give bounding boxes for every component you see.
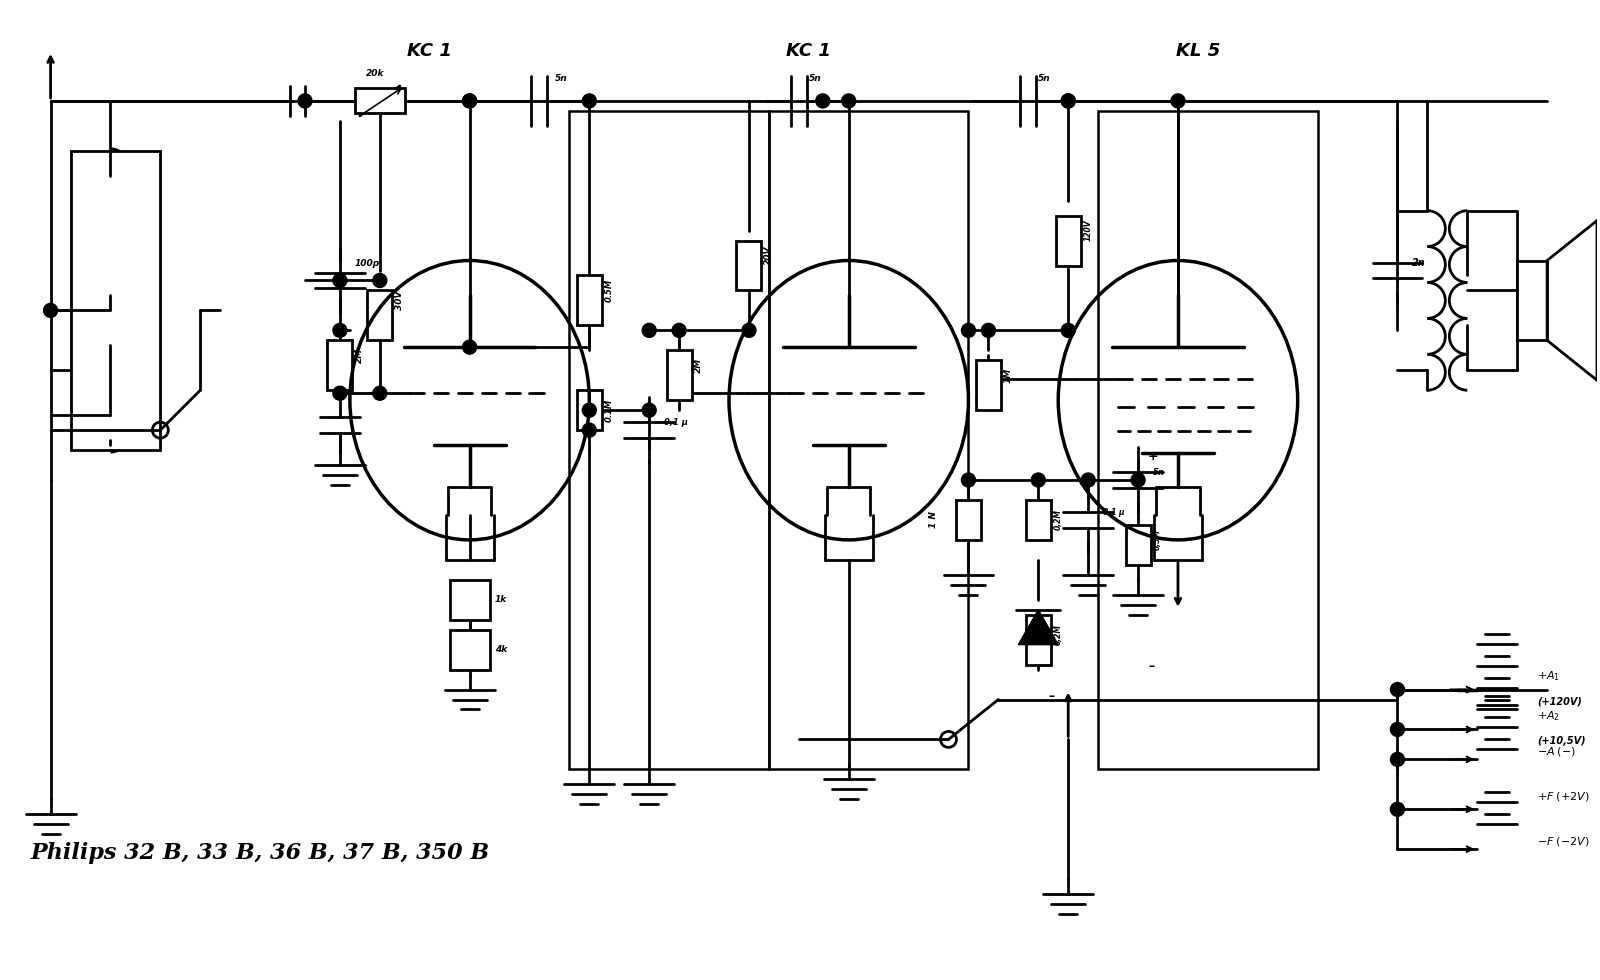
Circle shape <box>333 323 347 337</box>
Circle shape <box>981 323 995 337</box>
Text: $+F\;(+2V)$: $+F\;(+2V)$ <box>1538 790 1590 803</box>
Circle shape <box>1061 94 1075 108</box>
Text: 0,5M: 0,5M <box>1154 529 1162 551</box>
Text: 30V: 30V <box>395 291 403 311</box>
FancyBboxPatch shape <box>450 630 490 669</box>
Circle shape <box>962 473 976 487</box>
Circle shape <box>1390 682 1405 697</box>
FancyBboxPatch shape <box>1026 614 1051 664</box>
Text: 1k: 1k <box>494 595 507 605</box>
Text: 0.1M: 0.1M <box>605 399 613 421</box>
FancyBboxPatch shape <box>976 361 1002 411</box>
Text: 4k: 4k <box>494 645 507 654</box>
Circle shape <box>43 304 58 318</box>
Text: KC 1: KC 1 <box>786 42 832 60</box>
FancyBboxPatch shape <box>667 350 691 400</box>
FancyBboxPatch shape <box>355 88 405 114</box>
Circle shape <box>462 94 477 108</box>
Text: 100p: 100p <box>355 259 381 268</box>
Circle shape <box>816 94 830 108</box>
FancyBboxPatch shape <box>578 390 602 430</box>
Circle shape <box>1390 722 1405 736</box>
Text: 1M: 1M <box>1003 368 1013 383</box>
Circle shape <box>1061 323 1075 337</box>
Text: +: + <box>1149 450 1158 464</box>
Text: KC 1: KC 1 <box>408 42 453 60</box>
Circle shape <box>1171 94 1186 108</box>
Circle shape <box>642 323 656 337</box>
Circle shape <box>642 403 656 417</box>
Text: 2M: 2M <box>694 358 702 373</box>
Text: (+120V): (+120V) <box>1538 697 1582 707</box>
Text: 20k: 20k <box>365 69 384 78</box>
Text: $+A_1$: $+A_1$ <box>1538 669 1560 683</box>
Text: KL 5: KL 5 <box>1176 42 1221 60</box>
FancyBboxPatch shape <box>1125 525 1150 564</box>
Text: 2M: 2M <box>355 348 363 363</box>
FancyBboxPatch shape <box>70 151 160 450</box>
Text: 5n: 5n <box>810 74 821 83</box>
Text: 0,2M: 0,2M <box>1053 510 1062 530</box>
Text: 0,1 μ: 0,1 μ <box>664 418 688 427</box>
Circle shape <box>742 323 755 337</box>
Text: 5n: 5n <box>555 74 566 83</box>
Circle shape <box>1032 473 1045 487</box>
Circle shape <box>1061 94 1075 108</box>
Text: 120V: 120V <box>1083 220 1093 241</box>
Circle shape <box>462 94 477 108</box>
Circle shape <box>1082 473 1094 487</box>
Text: $-F\;(-2V)$: $-F\;(-2V)$ <box>1538 835 1590 848</box>
Circle shape <box>582 423 597 437</box>
Text: 5n: 5n <box>1038 74 1051 83</box>
Text: 1 N: 1 N <box>928 512 938 528</box>
FancyBboxPatch shape <box>1517 261 1547 340</box>
Text: 2n: 2n <box>1413 258 1426 268</box>
Circle shape <box>1390 753 1405 766</box>
Text: $+A_2$: $+A_2$ <box>1538 710 1560 723</box>
Circle shape <box>373 386 387 400</box>
Circle shape <box>672 323 686 337</box>
Circle shape <box>1390 803 1405 816</box>
Circle shape <box>842 94 856 108</box>
FancyBboxPatch shape <box>328 340 352 390</box>
Text: Philips 32 B, 33 B, 36 B, 37 B, 350 B: Philips 32 B, 33 B, 36 B, 37 B, 350 B <box>30 842 490 864</box>
Circle shape <box>582 94 597 108</box>
Circle shape <box>582 403 597 417</box>
Text: (+10,5V): (+10,5V) <box>1538 736 1586 747</box>
Circle shape <box>462 340 477 354</box>
Text: 0,1 μ: 0,1 μ <box>1102 508 1125 516</box>
Circle shape <box>298 94 312 108</box>
Circle shape <box>962 323 976 337</box>
Circle shape <box>373 273 387 287</box>
Circle shape <box>333 273 347 287</box>
Text: –: – <box>1048 690 1054 703</box>
FancyBboxPatch shape <box>736 240 762 290</box>
FancyBboxPatch shape <box>955 500 981 540</box>
Text: 5n: 5n <box>1154 468 1165 477</box>
FancyBboxPatch shape <box>1056 216 1080 266</box>
Circle shape <box>333 386 347 400</box>
FancyBboxPatch shape <box>1026 500 1051 540</box>
FancyBboxPatch shape <box>450 580 490 619</box>
Text: 0,2M: 0,2M <box>1053 624 1062 645</box>
FancyBboxPatch shape <box>578 275 602 325</box>
Text: –: – <box>1149 660 1154 672</box>
Text: $-A\;(-)$: $-A\;(-)$ <box>1538 745 1576 758</box>
Text: 0.5M: 0.5M <box>605 279 613 302</box>
Text: 20V: 20V <box>763 246 773 266</box>
Polygon shape <box>1018 610 1058 645</box>
FancyBboxPatch shape <box>368 290 392 340</box>
Circle shape <box>1131 473 1146 487</box>
